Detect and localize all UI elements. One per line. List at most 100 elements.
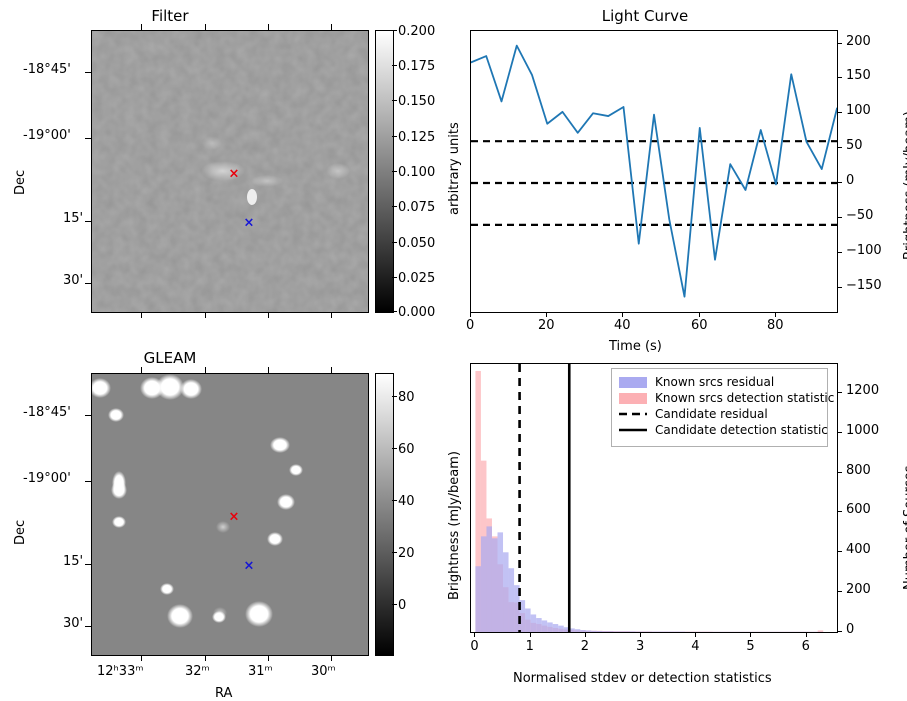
dashed-line-icon — [619, 409, 647, 419]
hist-xtick — [474, 632, 475, 637]
light-curve-title: Light Curve — [455, 7, 835, 25]
gleam-cbar-tick — [392, 396, 397, 397]
gleam-cbar-tick — [392, 448, 397, 449]
light-curve-y-axis-label: Brightness (mJy/beam) — [902, 111, 907, 260]
hist-ytick-label-1: 200 — [846, 582, 871, 597]
gleam-cbar-tick — [392, 552, 397, 553]
filter-cbar-tick — [392, 206, 397, 207]
hist-ytick — [837, 392, 842, 393]
lc-xtick-1: 20 — [538, 318, 555, 333]
gleam-candidate-marker-blue: × — [244, 560, 255, 573]
filter-tick — [331, 312, 332, 318]
hist-ytick-label-5: 1000 — [846, 423, 879, 438]
gleam-ra-tick-2: 31ᵐ — [248, 664, 273, 679]
lc-ytick-label-0: −150 — [846, 278, 882, 293]
filter-cbar-tick-2: 0.050 — [398, 236, 435, 251]
filter-title: Filter — [0, 7, 340, 25]
legend-entry-1: Known srcs detection statistic — [619, 390, 820, 406]
filter-tick — [268, 312, 269, 318]
legend-swatch-known-srcs-detection-statistic — [619, 393, 647, 404]
histogram-bar — [498, 532, 504, 632]
lc-tick — [775, 312, 776, 317]
gleam-title: GLEAM — [0, 349, 340, 367]
lc-ytick — [837, 287, 842, 288]
legend-swatch-known-srcs-residual — [619, 377, 647, 388]
histogram-bar — [525, 608, 531, 632]
hist-xtick — [750, 632, 751, 637]
hist-ytick-label-0: 0 — [846, 622, 854, 637]
gleam-tick — [331, 367, 332, 373]
lc-ytick-label-7: 200 — [846, 34, 871, 49]
hist-xtick — [806, 632, 807, 637]
light-curve-plot-area — [470, 30, 838, 313]
histogram-y-axis-label: Number of Sources — [902, 466, 907, 590]
histogram-bar — [602, 631, 608, 632]
lc-ytick — [837, 147, 842, 148]
hist-ytick — [837, 551, 842, 552]
legend-label-2: Candidate residual — [655, 407, 768, 421]
filter-cbar-tick-8: 0.200 — [398, 24, 435, 39]
gleam-candidate-marker-red: × — [229, 511, 240, 524]
filter-dec-tick-1: -19°00' — [23, 128, 71, 143]
solid-line-icon — [619, 425, 647, 435]
histogram-bar — [818, 630, 824, 632]
gleam-dec-tick-2: 15' — [63, 554, 83, 569]
lc-xtick-3: 60 — [691, 318, 708, 333]
lc-ytick-label-2: −50 — [846, 208, 873, 223]
filter-dec-tick-3: 30' — [63, 273, 83, 288]
lc-xtick-0: 0 — [466, 318, 474, 333]
filter-tick — [85, 72, 91, 73]
lc-tick — [546, 312, 547, 317]
histogram-bar — [547, 622, 553, 632]
filter-cbar-tick — [392, 277, 397, 278]
legend-label-1: Known srcs detection statistic — [655, 391, 834, 405]
filter-dec-axis-label: Dec — [13, 170, 28, 195]
gleam-tick — [85, 626, 91, 627]
filter-tick — [85, 283, 91, 284]
histogram-bar — [481, 536, 487, 632]
filter-cbar-tick-5: 0.125 — [398, 130, 435, 145]
legend-line-candidate-detection-statistic — [619, 425, 647, 435]
histogram-x-axis-label: Normalised stdev or detection statistics — [513, 671, 772, 686]
lc-ytick — [837, 43, 842, 44]
gleam-dec-tick-1: -19°00' — [23, 471, 71, 486]
filter-tick — [331, 24, 332, 30]
gleam-tick — [268, 367, 269, 373]
filter-cbar-tick-1: 0.025 — [398, 271, 435, 286]
histogram-bar — [619, 631, 625, 632]
histogram-bar — [575, 629, 581, 632]
histogram-bar — [558, 626, 564, 632]
filter-tick — [85, 138, 91, 139]
gleam-dec-tick-0: -18°45' — [23, 405, 71, 420]
histogram-bar — [503, 552, 509, 632]
lc-ytick-label-5: 100 — [846, 103, 871, 118]
histogram-bar — [486, 526, 492, 632]
hist-ytick-label-6: 1200 — [846, 383, 879, 398]
histogram-bar — [542, 620, 548, 632]
hist-xtick-label-2: 2 — [581, 639, 589, 654]
panel-filter: Filter Dec -18°45' -19°00' 15' 30' — [0, 0, 455, 350]
hist-xtick-label-3: 3 — [636, 639, 644, 654]
hist-ytick — [837, 432, 842, 433]
filter-cbar-tick — [392, 242, 397, 243]
lc-ytick — [837, 252, 842, 253]
histogram-bar — [608, 631, 614, 632]
legend-line-candidate-residual — [619, 409, 647, 419]
lc-ytick — [837, 217, 842, 218]
legend-label-0: Known srcs residual — [655, 375, 774, 389]
histogram-bar — [591, 631, 597, 632]
gleam-ra-tick-1: 32ᵐ — [185, 664, 210, 679]
histogram-bar — [553, 624, 559, 632]
gleam-cbar-tick-1: 20 — [398, 546, 415, 561]
lc-ytick — [837, 112, 842, 113]
legend-label-3: Candidate detection statistic — [655, 423, 828, 437]
filter-cbar-tick — [392, 100, 397, 101]
hist-ytick-label-2: 400 — [846, 542, 871, 557]
gleam-cbar-tick — [392, 604, 397, 605]
hist-xtick-label-4: 4 — [691, 639, 699, 654]
gleam-tick — [268, 655, 269, 661]
gleam-tick — [85, 415, 91, 416]
lc-ytick — [837, 77, 842, 78]
filter-tick — [85, 221, 91, 222]
